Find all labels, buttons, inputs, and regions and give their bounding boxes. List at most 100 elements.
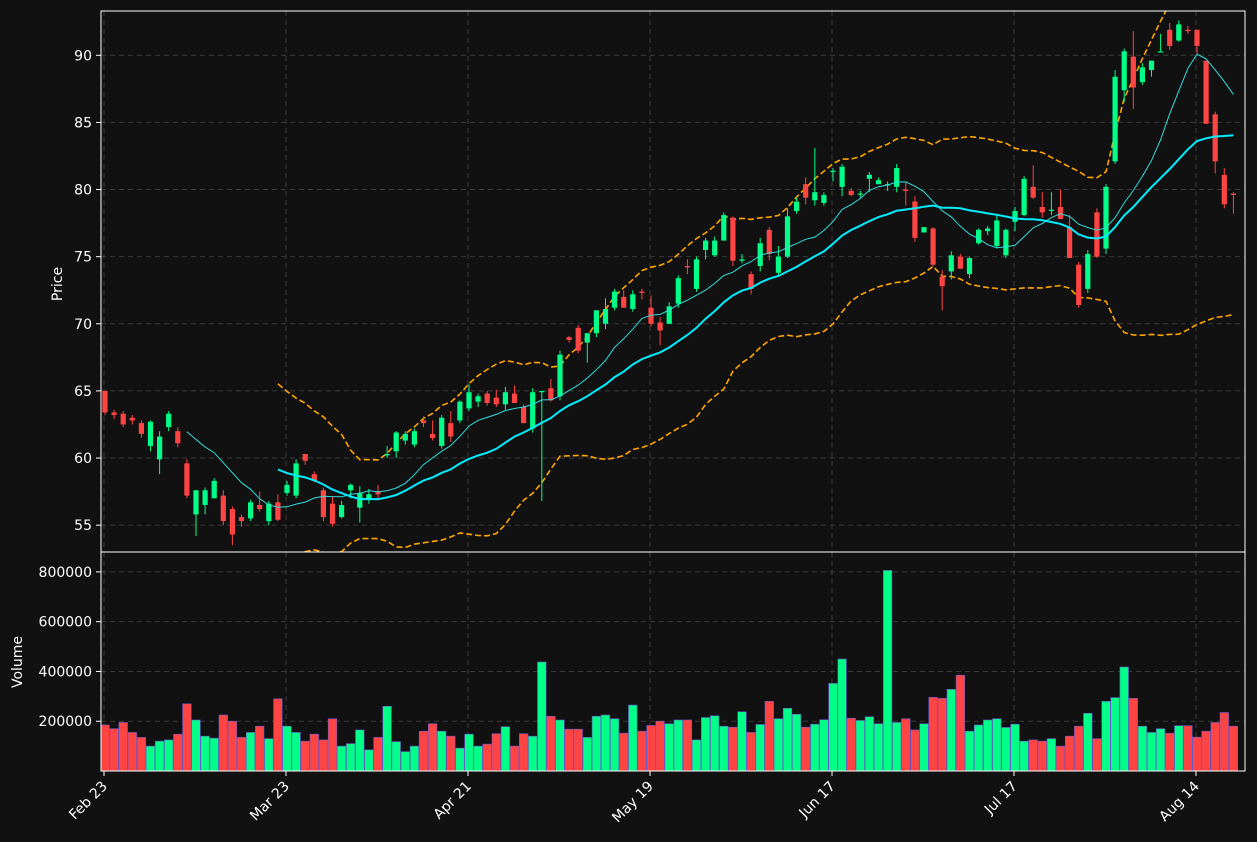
candle — [1048, 192, 1054, 216]
candle — [511, 385, 518, 403]
volume-bar — [309, 733, 319, 771]
candle-body — [1012, 211, 1018, 222]
volume-bar — [655, 720, 665, 771]
candle — [675, 275, 681, 308]
candle-body — [411, 431, 417, 445]
candle — [821, 192, 827, 206]
volume-bar — [1074, 725, 1084, 771]
candle — [1103, 184, 1109, 254]
candle-body — [129, 417, 135, 421]
candle — [1085, 249, 1091, 293]
volume-bar — [1137, 725, 1147, 771]
candle — [1167, 23, 1173, 50]
volume-bar — [1146, 732, 1157, 771]
candle — [894, 164, 900, 193]
volume-bar — [992, 718, 1002, 771]
candle-body — [1085, 253, 1091, 289]
volume-bar — [273, 698, 283, 771]
candle — [493, 389, 499, 408]
volume-bar — [1201, 730, 1211, 771]
volume-bar — [810, 723, 820, 771]
candle-body — [220, 495, 226, 522]
volume-bar — [582, 737, 592, 771]
candle — [1030, 165, 1036, 199]
volume-bar — [1028, 739, 1038, 771]
volume-bar — [191, 719, 201, 771]
candle — [766, 227, 772, 261]
candle-body — [284, 484, 290, 493]
volume-bar — [664, 723, 674, 771]
volume-bar — [846, 717, 856, 771]
candle-body — [357, 492, 363, 508]
candle-body — [575, 327, 581, 351]
candle — [912, 196, 918, 242]
candle — [794, 197, 800, 214]
candle — [1176, 20, 1182, 42]
volume-bar — [710, 715, 720, 771]
candle-body — [1048, 209, 1054, 211]
candle — [357, 486, 363, 523]
volume-bar — [218, 714, 228, 771]
volume-bar — [1110, 697, 1120, 771]
candle — [921, 227, 927, 233]
candle-body — [894, 168, 900, 187]
candle-body — [703, 240, 709, 250]
candle-body — [102, 390, 108, 413]
volume-bar — [946, 689, 956, 771]
candle — [994, 215, 1000, 249]
candle — [739, 253, 745, 264]
candle — [147, 420, 154, 452]
candle-body — [675, 278, 681, 304]
candle — [1139, 63, 1145, 85]
volume-bar — [473, 745, 483, 771]
volume-bar — [336, 745, 347, 771]
candle-body — [475, 396, 481, 402]
candle-body — [821, 194, 827, 203]
volume-bar — [282, 725, 292, 771]
volume-bar — [764, 701, 774, 771]
candle — [666, 302, 672, 324]
candle — [211, 478, 217, 499]
volume-bar — [455, 747, 465, 771]
candle — [593, 310, 599, 338]
volume-bar — [1165, 732, 1175, 771]
candle-body — [1094, 212, 1100, 257]
candle — [575, 325, 581, 354]
candle — [621, 290, 627, 308]
price-tick-label: 70 — [74, 317, 92, 333]
candle-body — [857, 193, 863, 195]
volume-axis-label: Volume — [10, 636, 26, 688]
candle — [1021, 176, 1027, 217]
candle — [166, 411, 172, 432]
candle-body — [502, 392, 508, 405]
volume-bar — [691, 739, 702, 771]
volume-bar — [118, 722, 128, 771]
candle — [812, 147, 818, 206]
volume-bar — [364, 749, 374, 771]
price-tick-label: 75 — [74, 250, 92, 266]
volume-bar — [755, 724, 765, 771]
candle — [775, 245, 781, 277]
candle-body — [1103, 186, 1109, 249]
candle-body — [157, 436, 163, 460]
candle-body — [384, 454, 390, 456]
volume-bar — [728, 726, 738, 771]
candle — [202, 487, 208, 515]
volume-bar — [291, 732, 301, 771]
volume-tick-label: 800000 — [39, 565, 92, 581]
candle — [329, 496, 336, 527]
volume-bar — [537, 661, 547, 771]
candle-body — [1230, 193, 1236, 195]
candle-body — [584, 333, 590, 343]
candle — [602, 298, 609, 330]
volume-bar — [609, 718, 620, 771]
volume-bar — [1019, 740, 1029, 771]
candle — [948, 251, 954, 280]
candle-body — [976, 229, 982, 244]
candle-body — [402, 433, 408, 441]
volume-bar — [646, 725, 656, 771]
volume-bar — [355, 729, 365, 771]
candle-body — [1203, 60, 1209, 124]
volume-bar — [892, 722, 902, 771]
volume-bar — [491, 733, 501, 771]
